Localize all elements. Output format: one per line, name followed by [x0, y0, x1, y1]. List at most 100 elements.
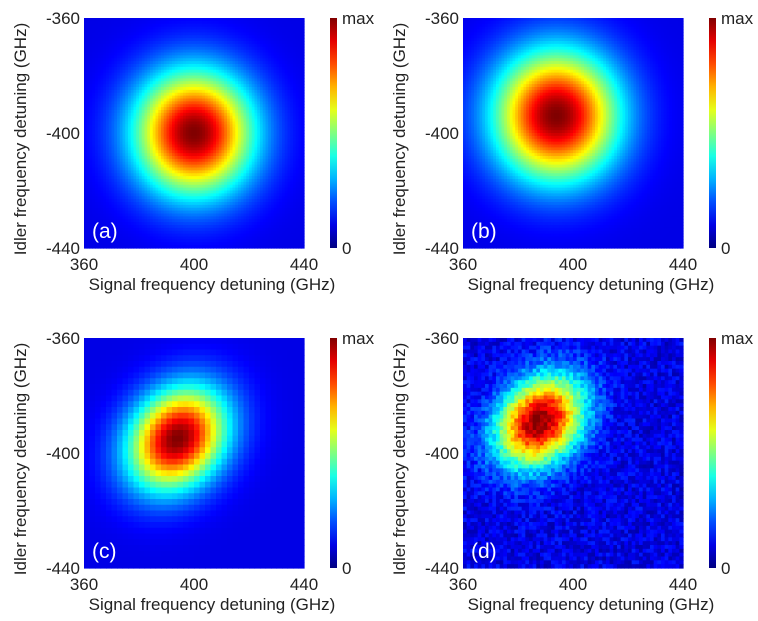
- heatmap-cell: [243, 32, 247, 36]
- heatmap-cell: [229, 110, 234, 114]
- heatmap-cell: [161, 115, 165, 120]
- heatmap-cell: [152, 167, 157, 171]
- heatmap-cell: [95, 124, 99, 128]
- heatmap-cell: [232, 69, 236, 74]
- heatmap-cell: [144, 78, 148, 82]
- heatmap-cell: [84, 156, 88, 160]
- heatmap-cell: [150, 104, 154, 108]
- heatmap-cell: [235, 69, 239, 74]
- heatmap-cell: [172, 18, 176, 22]
- heatmap-cell: [218, 46, 223, 51]
- heatmap-cell: [147, 227, 151, 232]
- heatmap-cell: [227, 92, 231, 97]
- heatmap-cell: [246, 179, 250, 183]
- heatmap-cell: [210, 101, 214, 105]
- heatmap-cell: [84, 78, 88, 82]
- heatmap-cell: [133, 233, 137, 238]
- heatmap-cell: [191, 150, 195, 154]
- heatmap-cell: [213, 35, 217, 39]
- heatmap-cell: [122, 29, 126, 33]
- heatmap-cell: [95, 43, 99, 48]
- heatmap-cell: [240, 164, 245, 169]
- heatmap-cell: [119, 84, 124, 88]
- heatmap-cell: [108, 124, 113, 128]
- heatmap-cell: [235, 202, 239, 206]
- heatmap-cell: [122, 101, 126, 105]
- heatmap-cell: [152, 210, 157, 215]
- heatmap-cell: [213, 112, 217, 117]
- heatmap-cell: [188, 179, 192, 183]
- heatmap-cell: [166, 161, 170, 166]
- heatmap-cell: [155, 170, 159, 174]
- heatmap-cell: [221, 49, 225, 54]
- heatmap-cell: [249, 75, 253, 79]
- heatmap-cell: [125, 190, 129, 194]
- heatmap-cell: [128, 35, 132, 39]
- heatmap-cell: [218, 181, 223, 186]
- heatmap-cell: [240, 144, 245, 148]
- heatmap-cell: [218, 239, 223, 243]
- heatmap-cell: [136, 23, 140, 28]
- heatmap-cell: [246, 135, 250, 140]
- heatmap-cell: [130, 101, 135, 105]
- heatmap-cell: [122, 49, 126, 54]
- heatmap-cell: [202, 121, 206, 125]
- heatmap-cell: [254, 118, 258, 123]
- heatmap-cell: [89, 104, 93, 108]
- heatmap-cell: [152, 121, 157, 125]
- heatmap-cell: [251, 181, 256, 186]
- heatmap-cell: [210, 38, 214, 42]
- heatmap-cell: [191, 190, 195, 194]
- heatmap-cell: [84, 233, 88, 238]
- heatmap-cell: [172, 179, 176, 183]
- heatmap-cell: [177, 95, 181, 100]
- heatmap-cell: [92, 158, 96, 163]
- heatmap-cell: [172, 138, 176, 143]
- heatmap-cell: [238, 227, 242, 232]
- heatmap-cell: [243, 213, 247, 217]
- heatmap-cell: [141, 95, 146, 100]
- heatmap-cell: [196, 204, 201, 209]
- heatmap-cell: [130, 144, 135, 148]
- heatmap-cell: [235, 38, 239, 42]
- heatmap-cell: [141, 170, 146, 174]
- heatmap-cell: [122, 72, 126, 77]
- heatmap-cell: [144, 18, 148, 22]
- heatmap-cell: [158, 239, 162, 243]
- heatmap-cell: [229, 236, 234, 240]
- heatmap-cell: [216, 104, 220, 108]
- heatmap-cell: [249, 196, 253, 200]
- heatmap-cell: [251, 184, 256, 189]
- heatmap-cell: [89, 187, 93, 192]
- heatmap-cell: [144, 72, 148, 77]
- heatmap-cell: [199, 210, 203, 215]
- heatmap-cell: [119, 245, 124, 249]
- heatmap-cell: [86, 227, 91, 232]
- heatmap-cell: [147, 118, 151, 123]
- heatmap-cell: [221, 236, 225, 240]
- heatmap-cell: [117, 112, 121, 117]
- heatmap-cell: [86, 112, 91, 117]
- heatmap-cell: [163, 141, 168, 146]
- heatmap-cell: [111, 239, 115, 243]
- heatmap-cell: [86, 32, 91, 36]
- heatmap-cell: [166, 107, 170, 111]
- heatmap-cell: [97, 32, 102, 36]
- heatmap-cell: [177, 222, 181, 226]
- heatmap-cell: [207, 89, 212, 94]
- heatmap-cell: [108, 242, 113, 246]
- heatmap-cell: [249, 239, 253, 243]
- heatmap-cell: [84, 75, 88, 79]
- heatmap-cell: [169, 75, 173, 79]
- heatmap-cell: [188, 219, 192, 223]
- heatmap-cell: [147, 110, 151, 114]
- heatmap-cell: [207, 187, 212, 192]
- heatmap-cell: [216, 135, 220, 140]
- heatmap-cell: [152, 26, 157, 31]
- heatmap-cell: [202, 95, 206, 100]
- heatmap-cell: [108, 167, 113, 171]
- heatmap-cell: [155, 179, 159, 183]
- heatmap-cell: [185, 173, 190, 177]
- heatmap-cell: [221, 52, 225, 56]
- heatmap-cell: [106, 213, 110, 217]
